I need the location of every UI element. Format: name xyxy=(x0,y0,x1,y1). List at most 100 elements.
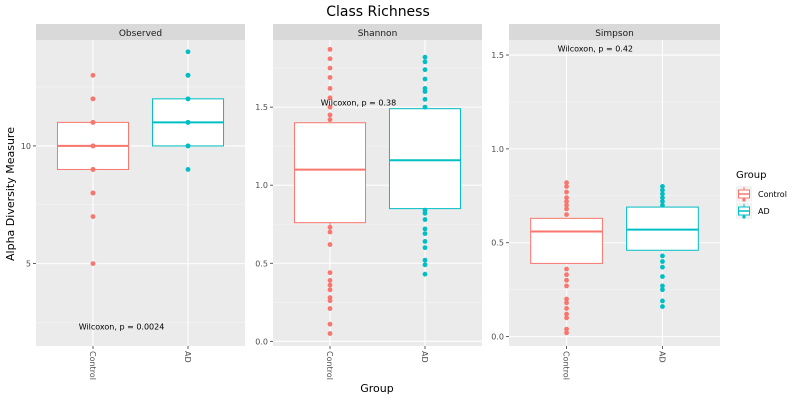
y-tick-label: 0.5 xyxy=(491,239,504,248)
data-point xyxy=(327,270,333,276)
data-point xyxy=(327,95,333,101)
legend: Group Control AD xyxy=(736,170,787,219)
data-point xyxy=(564,272,569,278)
chart-title: Class Richness xyxy=(326,4,430,20)
data-point xyxy=(185,119,191,125)
data-point xyxy=(422,231,428,236)
data-point xyxy=(660,304,665,309)
data-point xyxy=(422,59,428,65)
data-point xyxy=(327,282,333,288)
wilcoxon-annotation: Wilcoxon, p = 0.0024 xyxy=(79,323,165,332)
data-point xyxy=(327,75,333,80)
x-tick-label: AD xyxy=(657,351,666,363)
data-point xyxy=(90,143,96,149)
y-tick-label: 0.0 xyxy=(255,337,268,346)
y-tick-label: 1.0 xyxy=(491,145,504,154)
data-point xyxy=(185,72,191,78)
data-point xyxy=(660,184,665,189)
boxplot-ad xyxy=(151,49,225,172)
data-point xyxy=(660,195,665,201)
panels: Observed 5 10 Control AD Wilcoxon, p = 0.0024… xyxy=(21,24,720,380)
data-point xyxy=(327,321,333,327)
boxplot-control xyxy=(530,180,603,336)
data-point xyxy=(327,306,333,311)
boxplot-control xyxy=(293,46,367,336)
data-point xyxy=(422,207,428,213)
data-point xyxy=(327,65,333,71)
legend-label: Control xyxy=(758,190,787,199)
panel-shannon: Shannon 0.0 0.5 1.0 1.5 Control AD Wilcoxon, p … xyxy=(255,24,482,380)
y-tick-label: 1.0 xyxy=(255,181,268,190)
legend-key-point xyxy=(742,198,746,202)
box xyxy=(388,108,462,210)
data-point xyxy=(422,257,428,263)
panel-background xyxy=(36,40,245,346)
data-point xyxy=(327,295,333,301)
data-point xyxy=(327,224,333,230)
box xyxy=(530,217,603,264)
strip-background xyxy=(509,24,720,40)
data-point xyxy=(327,112,333,118)
panel-simpson: Simpson 0.0 0.5 1.0 1.5 Control AD Wilcoxon, p … xyxy=(491,24,720,380)
strip-label: Observed xyxy=(119,29,162,39)
strip-label: Simpson xyxy=(595,29,634,39)
data-point xyxy=(422,67,428,73)
strip-background xyxy=(36,24,245,40)
y-tick-label: 1.5 xyxy=(255,103,268,112)
data-point xyxy=(660,199,665,204)
x-tick-label: Control xyxy=(88,351,97,380)
x-tick-label: AD xyxy=(183,351,192,363)
y-tick-label: 10 xyxy=(21,142,31,151)
x-tick-label: Control xyxy=(325,351,334,380)
panel-observed: Observed 5 10 Control AD Wilcoxon, p = 0.0024 xyxy=(21,24,245,380)
legend-title: Group xyxy=(736,170,766,181)
data-point xyxy=(422,262,428,268)
data-point xyxy=(564,296,569,302)
data-point xyxy=(564,202,569,208)
data-point xyxy=(185,96,191,102)
data-point xyxy=(327,85,333,91)
data-point xyxy=(422,104,428,110)
data-point xyxy=(422,245,428,251)
y-tick-label: 1.5 xyxy=(491,51,504,60)
x-tick-label: Control xyxy=(562,351,571,380)
data-point xyxy=(185,143,191,149)
data-point xyxy=(327,104,333,110)
data-point xyxy=(422,271,428,277)
data-point xyxy=(564,199,569,204)
boxplot-ad xyxy=(626,184,699,309)
data-point xyxy=(660,274,665,279)
data-point xyxy=(90,167,96,172)
data-point xyxy=(90,190,96,196)
x-axis-title: Group xyxy=(360,382,394,395)
data-point xyxy=(327,287,333,293)
data-point xyxy=(422,85,428,91)
panel-background xyxy=(509,40,720,346)
data-point xyxy=(327,331,333,336)
data-point xyxy=(564,206,569,212)
data-point xyxy=(327,278,333,283)
data-point xyxy=(564,266,569,272)
data-point xyxy=(185,167,191,172)
data-point xyxy=(660,264,665,270)
legend-entry-control: Control xyxy=(736,186,787,202)
boxplot-ad xyxy=(388,54,462,277)
data-point xyxy=(90,96,96,102)
data-point xyxy=(327,56,333,62)
data-point xyxy=(564,315,569,321)
data-point xyxy=(564,195,569,201)
data-point xyxy=(564,212,569,217)
y-tick-label: 5 xyxy=(26,260,31,269)
y-tick-label: 0.0 xyxy=(491,333,504,342)
data-point xyxy=(660,298,665,304)
data-point xyxy=(660,283,665,289)
data-point xyxy=(327,242,333,247)
data-point xyxy=(660,259,665,264)
data-point xyxy=(422,217,428,222)
data-point xyxy=(564,180,569,186)
legend-entry-ad: AD xyxy=(736,203,770,219)
strip-background xyxy=(273,24,482,40)
y-axis-title: Alpha Diversity Measure xyxy=(4,127,17,261)
data-point xyxy=(564,300,569,306)
